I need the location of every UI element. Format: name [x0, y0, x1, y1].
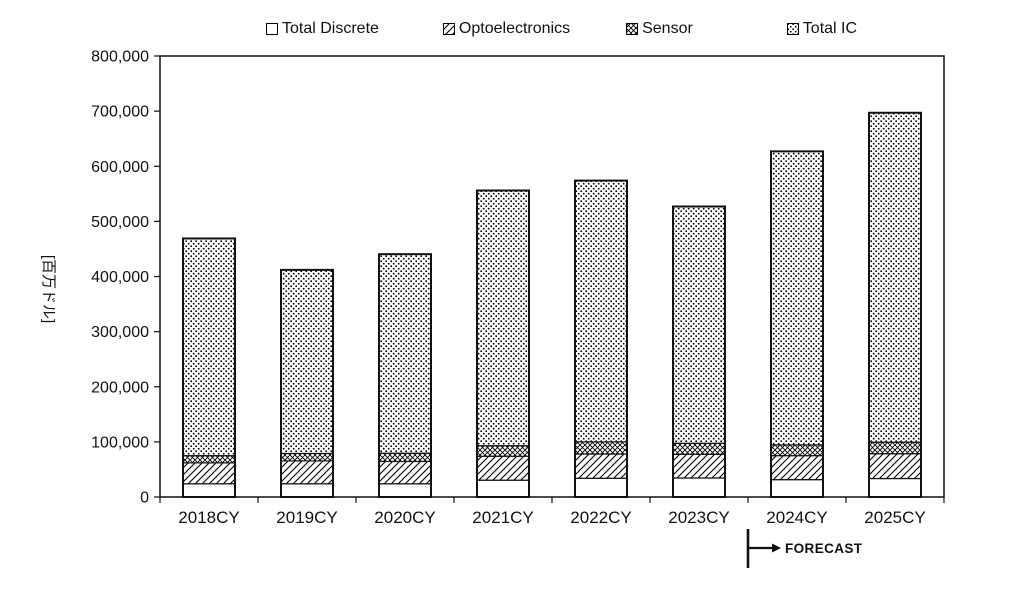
bar-outline	[182, 237, 236, 498]
bar-segment-crosshatch	[280, 452, 334, 462]
bar-segment-crosshatch	[574, 441, 628, 455]
legend: Total Discrete Optoelectronics Sensor To…	[266, 20, 857, 38]
bar-segment-dots	[182, 237, 236, 457]
y-axis-tick-label: 800,000	[91, 49, 149, 66]
bar-outline	[770, 150, 824, 499]
bar-segment-plain-white	[672, 477, 726, 498]
legend-item-total-discrete: Total Discrete	[266, 20, 379, 38]
bar-segment-crosshatch	[476, 445, 530, 457]
bar-segment-dots	[378, 253, 432, 454]
y-axis-tick-label: 700,000	[91, 104, 149, 121]
x-axis-category-label: 2023CY	[668, 508, 729, 527]
bar-outline	[280, 268, 334, 499]
bar-segment-plain-white	[476, 479, 530, 498]
y-axis-tick-label: 0	[140, 490, 149, 507]
x-axis-category-label: 2020CY	[374, 508, 435, 527]
x-axis-category-label: 2019CY	[276, 508, 337, 527]
bar-segment-crosshatch	[770, 444, 824, 457]
bar-segment-plain-white	[378, 483, 432, 498]
bar-segment-plain-white	[868, 477, 922, 498]
bar-segment-plain-white	[280, 483, 334, 498]
bar-outline	[868, 111, 922, 498]
y-axis-tick-label: 100,000	[91, 434, 149, 451]
bar-segment-dots	[868, 112, 922, 443]
legend-item-total-ic: Total IC	[786, 20, 858, 38]
bar-segment-diagonal-hatch	[574, 453, 628, 479]
legend-swatch-dots-icon	[786, 23, 799, 35]
bar-outline	[476, 189, 530, 498]
legend-swatch-diagonal-hatch-icon	[442, 23, 455, 35]
bar-segment-crosshatch	[182, 455, 236, 464]
x-axis-category-label: 2025CY	[864, 508, 925, 527]
legend-swatch-crosshatch-icon	[626, 23, 639, 35]
x-axis-category-label: 2021CY	[472, 508, 533, 527]
bar-segment-diagonal-hatch	[182, 462, 236, 485]
legend-label-total-discrete: Total Discrete	[282, 20, 379, 37]
bar-segment-crosshatch	[378, 452, 432, 463]
bar-segment-dots	[280, 269, 334, 455]
bar-outline	[672, 205, 726, 499]
legend-item-sensor: Sensor	[626, 20, 693, 38]
legend-item-optoelectronics: Optoelectronics	[442, 20, 571, 38]
bar-segment-dots	[770, 150, 824, 446]
bar-segment-crosshatch	[672, 442, 726, 455]
bar-segment-plain-white	[574, 477, 628, 498]
x-axis-category-label: 2024CY	[766, 508, 827, 527]
forecast-annotation-label: FORECAST	[785, 541, 863, 556]
legend-label-total-ic: Total IC	[802, 20, 858, 37]
y-axis-tick-label: 300,000	[91, 324, 149, 341]
bar-segment-crosshatch	[868, 441, 922, 455]
x-axis-category-label: 2018CY	[178, 508, 239, 527]
bar-segment-dots	[574, 179, 628, 443]
bar-segment-diagonal-hatch	[378, 460, 432, 485]
bar-segment-plain-white	[182, 483, 236, 498]
bar-segment-dots	[476, 189, 530, 447]
y-axis-tick-label: 600,000	[91, 159, 149, 176]
bar-segment-plain-white	[770, 479, 824, 498]
legend-label-sensor: Sensor	[642, 20, 693, 37]
x-axis-category-label: 2022CY	[570, 508, 631, 527]
bar-segment-diagonal-hatch	[672, 453, 726, 479]
forecast-arrowhead-icon	[772, 543, 781, 553]
y-axis-title: [百万ドル]	[40, 254, 57, 324]
bar-segment-diagonal-hatch	[476, 455, 530, 481]
bar-outline	[378, 253, 432, 498]
legend-swatch-plain-icon	[266, 23, 278, 35]
bar-segment-diagonal-hatch	[868, 453, 922, 480]
bar-segment-diagonal-hatch	[770, 455, 824, 481]
bar-segment-dots	[672, 205, 726, 444]
bar-outline	[574, 179, 628, 499]
plot-frame	[159, 55, 945, 498]
y-axis-tick-label: 200,000	[91, 379, 149, 396]
bar-segment-diagonal-hatch	[280, 460, 334, 485]
y-axis-tick-label: 400,000	[91, 269, 149, 286]
y-axis-tick-label: 500,000	[91, 214, 149, 231]
legend-label-optoelectronics: Optoelectronics	[458, 20, 571, 37]
